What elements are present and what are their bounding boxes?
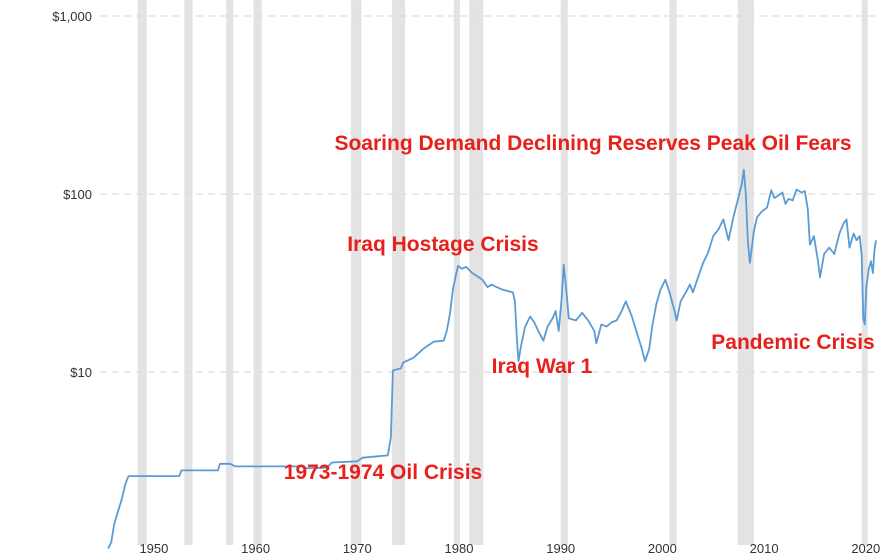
- recession-band-0: [137, 0, 147, 545]
- recession-band-11: [861, 0, 868, 545]
- price-line-0: [107, 168, 877, 549]
- recession-band-2: [226, 0, 234, 545]
- recession-band-3: [253, 0, 262, 545]
- x-axis-ticks: 1950 1960 1970 1980 1990 2000 2010 2020: [139, 541, 880, 556]
- y-tick-label: $10: [70, 365, 92, 380]
- x-tick-label: 1980: [445, 541, 474, 556]
- recession-band-7: [469, 0, 484, 545]
- recession-band-9: [669, 0, 677, 545]
- y-tick-label: $1,000: [52, 9, 92, 24]
- recession-shading: [137, 0, 868, 545]
- recession-band-4: [351, 0, 362, 545]
- x-tick-label: 2000: [648, 541, 677, 556]
- y-tick-label: $100: [63, 187, 92, 202]
- annotations: Soaring Demand Declining Reserves Peak O…: [284, 132, 875, 484]
- annotation-label: Iraq Hostage Crisis: [347, 233, 538, 256]
- annotation-label: Iraq War 1: [492, 355, 593, 378]
- x-tick-label: 2010: [750, 541, 779, 556]
- x-tick-label: 1970: [343, 541, 372, 556]
- price-series: [107, 168, 877, 549]
- x-tick-label: 2020: [851, 541, 880, 556]
- recession-band-1: [184, 0, 193, 545]
- annotation-label: Soaring Demand Declining Reserves Peak O…: [334, 132, 851, 155]
- gridlines: [100, 15, 878, 373]
- annotation-label: Pandemic Crisis: [711, 331, 874, 354]
- recession-band-10: [737, 0, 754, 545]
- x-tick-label: 1950: [139, 541, 168, 556]
- x-tick-label: 1990: [546, 541, 575, 556]
- x-tick-label: 1960: [241, 541, 270, 556]
- y-axis-ticks: $10 $100 $1,000: [52, 9, 92, 380]
- recession-band-5: [391, 0, 406, 545]
- annotation-label: 1973-1974 Oil Crisis: [284, 461, 482, 484]
